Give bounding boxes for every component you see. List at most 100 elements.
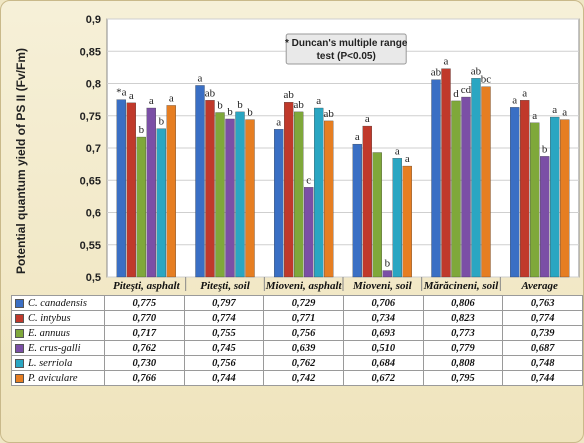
value-cell: 0,773 <box>422 325 504 341</box>
series-name: L. serriola <box>28 357 73 369</box>
bar <box>441 68 451 278</box>
value-cell: 0,730 <box>103 355 185 371</box>
bar <box>245 119 255 278</box>
significance-label: c <box>306 174 311 186</box>
annotation-box <box>285 33 407 65</box>
legend-swatch <box>15 298 24 308</box>
value-cell: 0,774 <box>502 310 583 326</box>
bar <box>205 100 215 278</box>
category-label: Mioveni, asphalt <box>265 280 343 292</box>
value-cell: 0,756 <box>183 355 265 371</box>
value-cell: 0,693 <box>342 325 424 341</box>
value-cell: 0,684 <box>342 355 424 371</box>
category-label: Piteşti, asphalt <box>113 280 181 292</box>
significance-label: a <box>169 92 174 104</box>
significance-label: b <box>247 107 253 119</box>
bar <box>520 100 530 278</box>
bar <box>550 116 560 278</box>
value-cell: 0,734 <box>342 310 424 326</box>
series-name: C. intybus <box>28 312 71 324</box>
bar <box>235 111 245 278</box>
bar <box>166 105 176 278</box>
value-cell: 0,672 <box>342 370 424 386</box>
bar <box>530 122 540 278</box>
value-cell: 0,797 <box>183 295 265 311</box>
series-legend-cell: L. serriola <box>11 355 105 371</box>
bar <box>304 187 314 278</box>
bar <box>116 99 126 278</box>
value-cell: 0,639 <box>263 340 344 356</box>
significance-label: a <box>444 56 449 68</box>
value-cell: 0,808 <box>422 355 504 371</box>
bar <box>461 96 471 278</box>
significance-label: a <box>552 104 557 116</box>
bar <box>372 152 382 278</box>
significance-label: a <box>198 72 203 84</box>
bar <box>471 78 481 278</box>
annotation-text: * Duncan's multiple range <box>285 38 408 49</box>
significance-label: b <box>139 124 145 136</box>
value-cell: 0,510 <box>342 340 424 356</box>
value-cell: 0,742 <box>263 370 344 386</box>
significance-label: b <box>237 99 243 111</box>
series-legend-cell: C. canadensis <box>11 295 105 311</box>
value-cell: 0,706 <box>342 295 424 311</box>
value-cell: 0,729 <box>263 295 344 311</box>
value-cell: 0,762 <box>263 355 344 371</box>
table-row: E. crus-galli 0,762 0,745 0,639 0,510 0,779 0,… <box>11 340 583 356</box>
y-tick-label: 0,8 <box>86 79 101 91</box>
value-cell: 0,744 <box>502 370 583 386</box>
bar <box>402 165 412 278</box>
bar <box>392 158 402 278</box>
significance-label: *a <box>116 87 127 99</box>
significance-label: a <box>522 87 527 99</box>
y-tick-label: 0,65 <box>80 175 101 187</box>
significance-label: a <box>355 131 360 143</box>
significance-label: a <box>532 110 537 122</box>
significance-label: ab <box>205 87 216 99</box>
y-tick-label: 0,75 <box>80 111 101 123</box>
bar <box>481 86 491 278</box>
bar <box>136 136 146 278</box>
significance-label: ab <box>323 108 334 120</box>
value-cell: 0,756 <box>263 325 344 341</box>
value-cell: 0,779 <box>422 340 504 356</box>
significance-label: a <box>365 113 370 125</box>
series-name: P. aviculare <box>28 372 78 384</box>
bar <box>540 156 550 278</box>
bar <box>195 85 205 278</box>
value-cell: 0,687 <box>502 340 583 356</box>
series-name: C. canadensis <box>28 297 87 309</box>
value-cell: 0,775 <box>103 295 185 311</box>
table-row: C. intybus 0,770 0,774 0,771 0,734 0,823 0,774 <box>11 310 583 326</box>
table-row: C. canadensis 0,775 0,797 0,729 0,706 0,806 0,… <box>11 295 583 311</box>
value-cell: 0,774 <box>183 310 265 326</box>
significance-label: cd <box>461 84 472 96</box>
bar <box>352 143 362 278</box>
value-cell: 0,766 <box>103 370 185 386</box>
data-table: C. canadensis 0,775 0,797 0,729 0,706 0,806 0,… <box>11 295 583 386</box>
bar <box>324 120 334 278</box>
table-row: L. serriola 0,730 0,756 0,762 0,684 0,808 0,74… <box>11 355 583 371</box>
significance-label: b <box>159 116 165 128</box>
value-cell: 0,762 <box>103 340 185 356</box>
legend-swatch <box>15 328 24 338</box>
bar <box>382 270 392 278</box>
value-cell: 0,771 <box>263 310 344 326</box>
series-name: E. annuus <box>28 327 70 339</box>
bar <box>215 112 225 278</box>
value-cell: 0,823 <box>422 310 504 326</box>
significance-label: a <box>276 116 281 128</box>
bar <box>451 100 461 278</box>
category-label: Mărăcineni, soil <box>423 280 500 292</box>
significance-label: b <box>385 258 391 270</box>
significance-label: a <box>512 94 517 106</box>
series-legend-cell: E. crus-galli <box>11 340 105 356</box>
significance-label: ab <box>471 65 482 77</box>
category-label: Mioveni, soil <box>352 280 413 292</box>
significance-label: a <box>395 145 400 157</box>
bar <box>156 128 166 278</box>
significance-label: ab <box>431 67 442 79</box>
significance-label: b <box>217 100 223 112</box>
